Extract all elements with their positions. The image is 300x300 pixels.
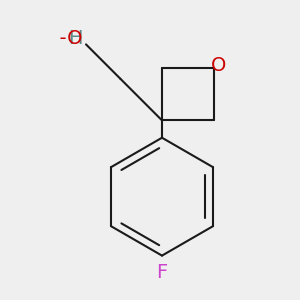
Text: F: F	[156, 262, 168, 281]
Text: -O: -O	[47, 29, 82, 48]
Text: O: O	[211, 56, 226, 75]
Text: H: H	[68, 29, 83, 48]
